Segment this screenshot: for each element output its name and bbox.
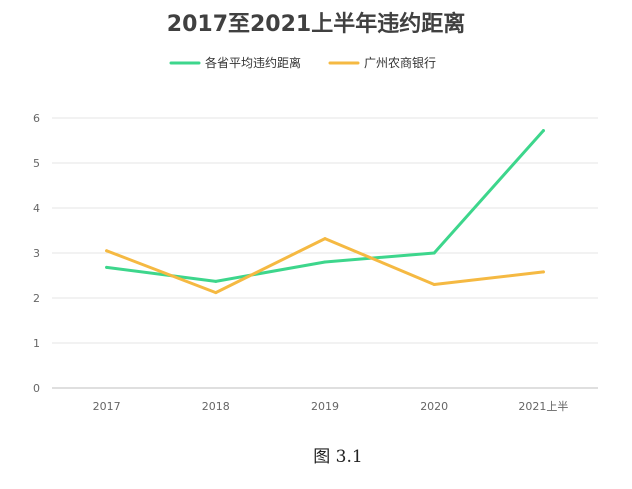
data-point (432, 251, 436, 255)
grid-lines (52, 117, 598, 389)
data-point (323, 237, 327, 241)
y-tick-label: 4 (33, 202, 40, 215)
y-axis-ticks: 0 1 2 3 4 5 6 (33, 112, 40, 395)
data-point (105, 265, 109, 269)
series-line-1 (105, 237, 545, 295)
legend-label: 广州农商银行 (364, 55, 436, 70)
data-point (541, 270, 545, 274)
legend-item-0[interactable]: 各省平均违约距离 (169, 55, 301, 70)
data-point (432, 283, 436, 286)
y-tick-label: 5 (33, 157, 40, 170)
legend-label: 各省平均违约距离 (205, 55, 301, 70)
x-tick-label: 2019 (311, 400, 339, 413)
x-tick-label: 2018 (202, 400, 230, 413)
x-tick-label: 2017 (93, 400, 121, 413)
data-point (214, 291, 218, 295)
x-tick-label: 2020 (420, 400, 448, 413)
figure-caption: 图 3.1 (313, 447, 362, 467)
x-axis-ticks: 2017 2018 2019 2020 2021上半 (93, 399, 569, 413)
y-tick-label: 3 (33, 247, 40, 260)
y-tick-label: 6 (33, 112, 40, 125)
y-tick-label: 1 (33, 337, 40, 350)
series-lines (105, 129, 545, 295)
chart-title: 2017至2021上半年违约距离 (167, 11, 465, 37)
legend-item-1[interactable]: 广州农商银行 (328, 55, 436, 70)
legend: 各省平均违约距离 广州农商银行 (169, 55, 436, 70)
y-tick-label: 2 (33, 292, 40, 305)
series-line-0 (105, 129, 545, 283)
x-tick-label: 2021上半 (518, 399, 568, 413)
y-tick-label: 0 (33, 382, 40, 395)
data-point (541, 129, 545, 133)
data-point (323, 260, 327, 264)
data-point (105, 249, 109, 253)
data-point (214, 279, 218, 283)
